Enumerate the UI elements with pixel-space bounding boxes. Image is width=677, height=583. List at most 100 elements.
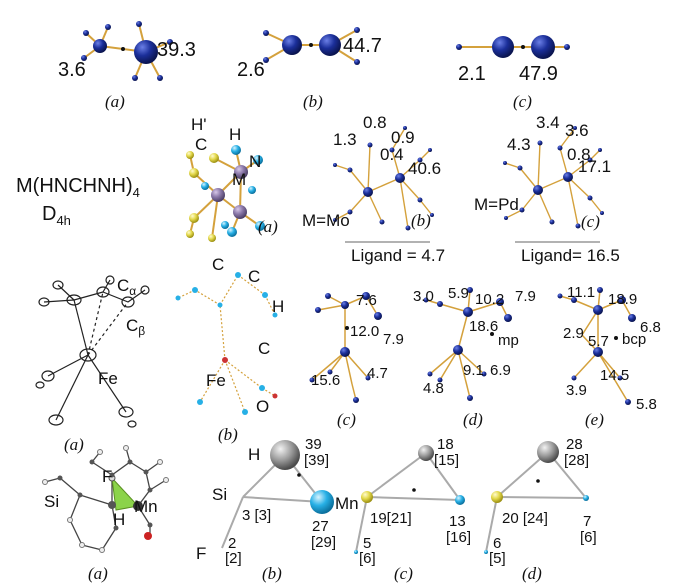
row3-b-h: H [272,297,285,316]
row4-a-h: H [113,510,126,529]
row3-d-value-5: 18.6 [469,318,499,335]
row4-d-f-ref: [5] [489,550,506,567]
row3-e-value-1: 11.1 [567,284,596,301]
row3-d-value-1: 3.0 [413,288,434,305]
row1-c-left-value: 2.1 [458,63,486,85]
row1-c-right-value: 47.9 [519,63,558,85]
row3-b-c2: C [248,267,261,286]
row3-b-label: (b) [218,425,238,444]
row2-a-m: M [232,170,247,189]
row3-e-label: (e) [585,410,604,429]
row2-a-h-prime: H' [191,115,207,134]
row4-d-si-value: 20 [24] [502,510,548,527]
c-beta-subscript: β [138,324,146,338]
formula-subscript: 4 [132,185,140,200]
row4-c-f-ref: [6] [359,550,376,567]
row4-b-h: H [248,445,261,464]
row2-b-value-5: 40.6 [408,159,442,178]
row4-d-mn-value: 7 [583,513,592,530]
row2-c-value-4: 0.8 [567,145,591,164]
row2-c-value-5: 17.1 [578,157,612,176]
row2-a-h: H [229,125,242,144]
row4-a-label: (a) [88,564,108,583]
row3-a-fe: Fe [98,369,118,388]
row4-b-mn: Mn [335,494,359,513]
row1-b-left-value: 2.6 [237,59,265,81]
row4-d-h-value: 28 [566,436,583,453]
row2-a-n: N [249,152,262,171]
row1-b-label: (b) [303,92,323,111]
row3-d-value-7: 6.9 [490,362,511,379]
row4-a-structure [42,445,169,553]
row4-d-diagram [484,441,589,554]
row2-b-value-1: 0.8 [363,113,387,132]
c-beta-text: C [126,316,139,335]
row4-c-h-value: 18 [437,436,454,453]
row4-c-mn-ref: [16] [446,529,472,546]
row4-b-f: F [196,544,207,563]
row2-b-ligand: Ligand = 4.7 [351,246,446,265]
row4-a-f: F [102,467,113,486]
row3-d-mp-label: mp [498,332,519,349]
row1-a-right-value: 39.3 [157,39,196,61]
row3-c-label: (c) [337,410,356,429]
row4-c-f-value: 5 [363,535,372,552]
row3-d-value-6: 9.1 [463,362,484,379]
row3-e-value-8: 5.8 [636,396,657,413]
row2-b-label: (b) [411,211,431,230]
row4-c-si-value: 19[21] [370,510,412,527]
row4-b-si-value: 3 [3] [242,507,272,524]
row3-e-value-3: 6.8 [640,319,661,336]
row3-a-c-beta: Cβ [126,317,145,337]
row3-c-value-3: 7.9 [383,331,404,348]
row3-d-molecule [423,287,512,401]
row2-c-framework [503,126,604,243]
row4-b-mn-ref: [29] [311,534,337,551]
row4-b-diagram [221,440,334,549]
row2-b-value-3: 0.9 [391,128,415,147]
formula-text: M(HNCHNH) [16,175,133,197]
row3-d-label: (d) [463,410,483,429]
row2-a-molecule [186,145,265,242]
row4-b-mn-value: 27 [312,518,329,535]
row2-c-value-1: 3.4 [536,113,560,132]
row1-b-molecule [263,27,360,65]
row3-d-value-3: 10.2 [475,291,505,308]
row3-c-value-1: 7.6 [356,292,377,309]
row3-e-value-4: 2.9 [563,325,584,342]
row4-a-mn: Mn [134,497,158,516]
row4-a-si: Si [44,492,60,511]
row4-d-label: (d) [522,564,542,583]
symmetry-subscript: 4h [56,213,71,228]
c-alpha-subscript: α [129,284,137,298]
row2-c-label: (c) [581,212,600,231]
row4-d-h-ref: [28] [564,452,590,469]
row4-b-si: Si [212,485,228,504]
row3-b-c1: C [212,255,225,274]
row2-b-metal: M=Mo [302,211,350,230]
symmetry-text: D [42,203,57,225]
row1-a-molecule [81,21,173,81]
row3-e-value-7: 3.9 [566,382,587,399]
row4-b-f-value: 2 [228,535,237,552]
row3-c-value-2: 12.0 [350,323,380,340]
row4-b-label: (b) [262,564,282,583]
row1-a-label: (a) [105,92,125,111]
row3-c-molecule [309,292,382,403]
row4-c-mn-value: 13 [449,513,466,530]
row2-b-framework [333,126,434,243]
row3-a-c-alpha: Cα [117,277,136,297]
row3-a-ortep [35,275,150,428]
row4-c-diagram [354,445,465,554]
row4-b-h-ref: [39] [304,452,330,469]
row2-c-value-2: 3.6 [565,121,589,140]
row2-a-label: (a) [258,217,278,236]
row1-c-molecule [456,35,570,59]
row3-e-molecule [557,287,636,405]
c-alpha-text: C [117,276,130,295]
row4-d-f-value: 6 [493,535,502,552]
row3-a-label: (a) [64,435,84,454]
row2-formula: M(HNCHNH)4 [16,176,140,199]
row1-c-label: (c) [513,92,532,111]
